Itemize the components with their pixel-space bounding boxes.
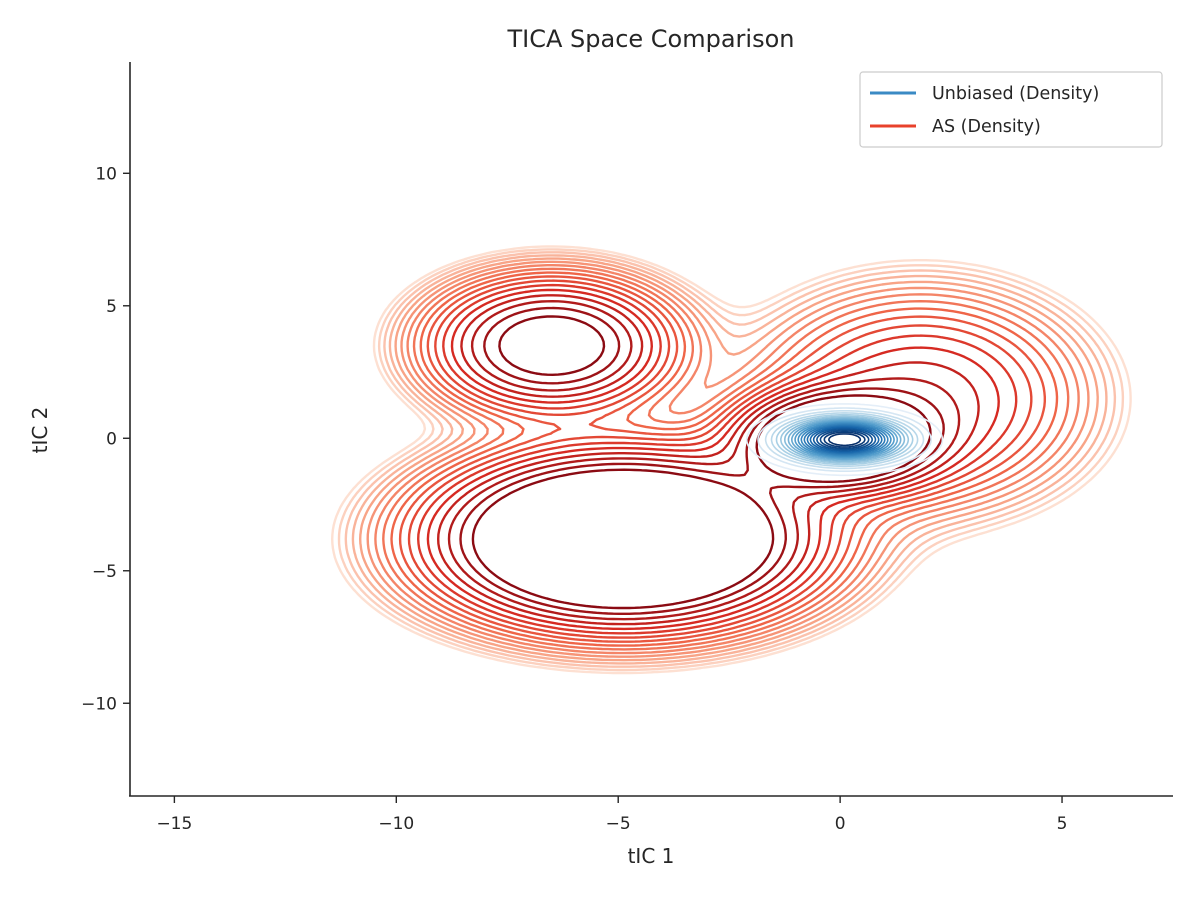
x-tick-label: 0 <box>835 814 846 834</box>
contour-level <box>374 264 1080 655</box>
contour-level <box>398 275 1046 643</box>
contour-level <box>780 415 910 464</box>
contour-level <box>828 433 862 447</box>
contour-level <box>770 412 919 468</box>
contour-level <box>359 257 1099 662</box>
x-axis-label: tIC 1 <box>628 844 675 868</box>
contour-level <box>816 428 873 451</box>
x-axis-ticks: −15 −10 −5 0 5 <box>156 796 1067 834</box>
contour-level <box>390 271 1059 647</box>
contour-level <box>794 420 895 459</box>
contour-level <box>337 248 1125 672</box>
contour-level <box>791 419 899 460</box>
legend: Unbiased (Density) AS (Density) <box>859 71 1163 148</box>
legend-label-as: AS (Density) <box>932 117 1041 137</box>
x-tick-label: −5 <box>606 814 631 834</box>
contour-level <box>407 279 1033 639</box>
contour-level <box>426 288 1000 631</box>
contour-level <box>745 403 944 477</box>
legend-frame <box>859 71 1163 148</box>
contour-level <box>764 410 925 470</box>
contour-level <box>797 421 892 458</box>
contour-level <box>823 431 866 448</box>
y-axis-label: tIC 2 <box>28 407 52 454</box>
contour-level <box>417 283 1018 635</box>
y-axis-ticks: −10 −5 0 5 10 <box>81 164 130 714</box>
y-tick-label: −5 <box>92 562 117 582</box>
contour-level <box>784 417 906 463</box>
x-tick-label: 5 <box>1057 814 1068 834</box>
contour-level <box>366 260 1090 658</box>
contour-level <box>351 254 1108 665</box>
chart-title: TICA Space Comparison <box>506 25 794 53</box>
contour-level <box>806 425 883 454</box>
y-tick-label: 10 <box>95 164 117 184</box>
contour-level <box>775 413 914 466</box>
contour-level <box>787 418 902 461</box>
contour-level <box>447 300 961 621</box>
contour-level <box>812 427 877 452</box>
contour-level <box>809 426 880 453</box>
legend-label-unbiased: Unbiased (Density) <box>932 84 1099 104</box>
x-tick-label: −10 <box>378 814 414 834</box>
contour-level <box>803 424 886 456</box>
contour-level <box>331 245 1132 675</box>
as-density-contours <box>331 245 1132 675</box>
y-tick-label: 5 <box>106 297 117 317</box>
contour-level <box>819 430 870 450</box>
contour-level <box>800 423 889 457</box>
contour-level <box>459 306 945 615</box>
unbiased-density-contours <box>745 403 944 477</box>
x-tick-label: −15 <box>156 814 192 834</box>
contour-level <box>437 294 980 626</box>
contour-level <box>757 407 932 472</box>
y-tick-label: −10 <box>81 694 117 714</box>
contour-level <box>344 251 1117 668</box>
y-tick-label: 0 <box>106 429 117 449</box>
contour-level <box>382 267 1070 651</box>
